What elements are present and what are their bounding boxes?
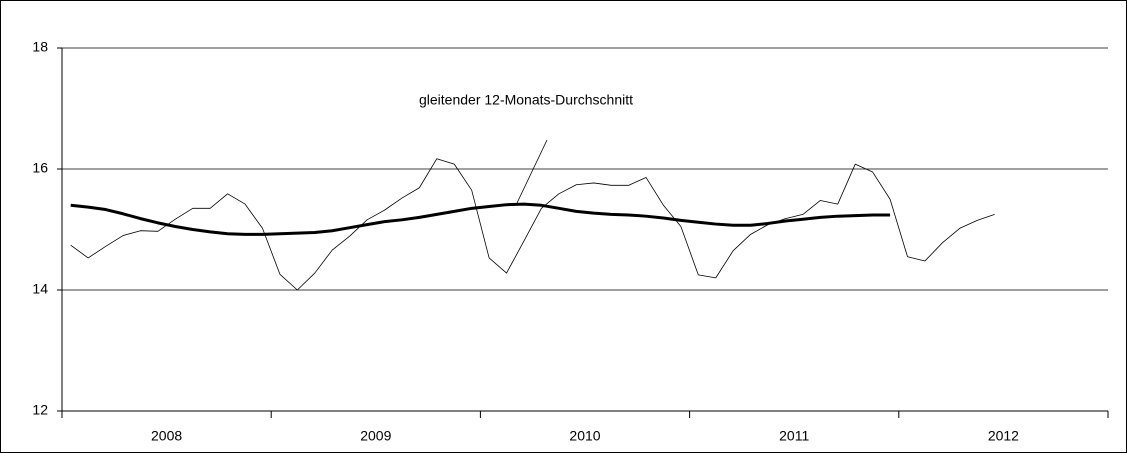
series-line bbox=[70, 158, 995, 291]
series-line bbox=[70, 202, 891, 236]
x-tick-label: 2008 bbox=[151, 428, 182, 444]
x-tick-label: 2011 bbox=[779, 428, 809, 444]
annotation: gleitender 12-Monats-Durchschnitt bbox=[419, 92, 633, 108]
y-tick-label: 12 bbox=[32, 402, 48, 418]
x-tick-label: 2009 bbox=[360, 428, 391, 444]
annotation-pointer bbox=[516, 139, 548, 204]
x-tick-label: 2012 bbox=[988, 428, 1019, 444]
y-tick-label: 18 bbox=[32, 39, 48, 55]
y-tick-label: 16 bbox=[32, 160, 48, 176]
y-tick-label: 14 bbox=[32, 281, 48, 297]
x-tick-label: 2010 bbox=[569, 428, 600, 444]
